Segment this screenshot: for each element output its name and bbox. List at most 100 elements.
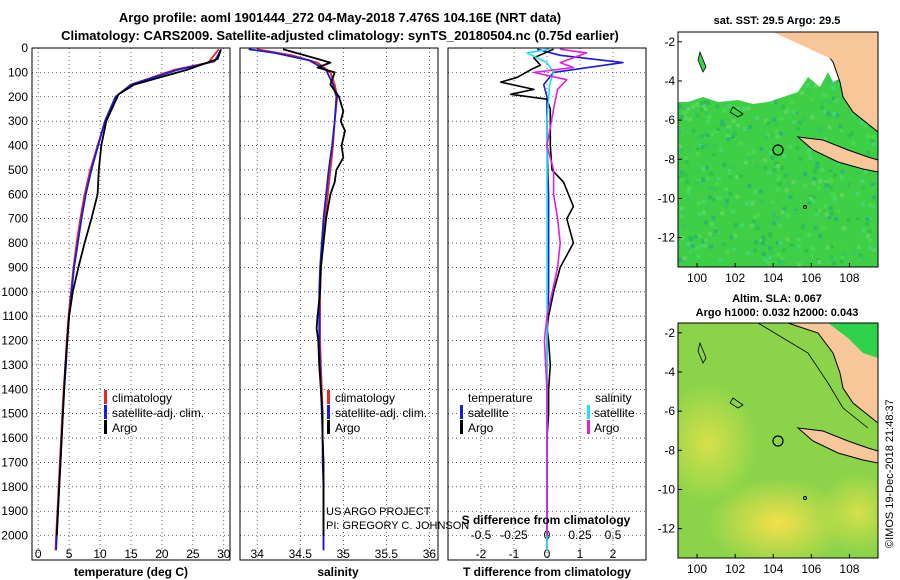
temperature-series [54, 48, 223, 551]
sst-pixel [769, 251, 774, 256]
sst-pixel [818, 178, 823, 183]
sla-contour [678, 323, 869, 429]
sst-pixel [700, 145, 705, 150]
sst-pixel [754, 240, 759, 245]
legend-swatch-s-argo [587, 420, 590, 434]
sst-pixel [797, 120, 802, 125]
sst-pixel [830, 256, 835, 261]
sst-pixel [832, 196, 837, 201]
sst-pixel [785, 237, 790, 242]
sst-pixel [855, 170, 860, 175]
sst-pixel [768, 232, 773, 236]
sst-pixel [733, 223, 738, 228]
sst-pixel [796, 237, 801, 242]
map-lat-tick: -8 [664, 443, 675, 457]
legend-title-salinity: salinity [595, 391, 632, 405]
t-difference-xlabel: T difference from climatology [463, 565, 631, 579]
sst-pixel [701, 177, 706, 182]
sst-pixel [810, 115, 815, 120]
sst-pixel [747, 184, 752, 188]
sst-pixel [702, 243, 707, 248]
sst-pixel [773, 99, 778, 104]
sst-pixel [733, 206, 738, 211]
map-lat-tick: -10 [658, 191, 676, 205]
sst-pixel [789, 243, 794, 248]
sst-pixel [848, 233, 853, 238]
map-lat-tick: -4 [664, 365, 675, 379]
sst-pixel [684, 160, 689, 164]
sst-pixel [801, 117, 806, 122]
island-siberut [697, 341, 707, 364]
sst-pixel [728, 175, 733, 180]
island-enggano [729, 397, 744, 409]
x-tick-label: 5 [66, 547, 73, 561]
map-lon-tick: 108 [839, 562, 859, 576]
sst-pixel [751, 150, 756, 154]
sst-pixel [696, 254, 701, 259]
sla-map-ticks: 100 102 104 106 108 -2 -4 -6 -8 -10 -12 [658, 326, 860, 576]
sst-pixel [825, 245, 830, 250]
sst-pixel [871, 142, 876, 147]
s-tick-label: 0.25 [568, 528, 592, 542]
sst-pixel [872, 248, 877, 253]
sst-pixel [815, 161, 820, 166]
sst-pixel [797, 262, 802, 267]
sst-pixel [715, 196, 720, 200]
sst-pixel [871, 134, 876, 139]
sst-pixel [855, 191, 860, 196]
depth-tick-label: 400 [8, 139, 28, 153]
depth-tick-label: 900 [8, 260, 28, 274]
sst-pixel [865, 217, 870, 222]
sst-pixel [738, 141, 743, 146]
sst-pixel [678, 258, 683, 262]
depth-tick-label: 1200 [1, 334, 28, 348]
sst-pixel [764, 154, 769, 159]
sst-pixel [680, 214, 685, 219]
depth-tick-label: 1300 [1, 358, 28, 372]
sst-pixel [850, 131, 855, 136]
sst-pixel [680, 236, 685, 240]
sst-pixel [715, 127, 720, 132]
sst-pixel [816, 135, 821, 140]
sst-pixel [833, 177, 838, 182]
sst-pixel [761, 251, 766, 256]
sst-pixel [843, 218, 848, 223]
sst-pixel [832, 261, 837, 265]
sst-pixel [683, 131, 688, 136]
sst-pixel [679, 178, 684, 183]
x-tick-label: 30 [217, 547, 231, 561]
sst-pixel [815, 164, 819, 169]
sst-pixel [791, 110, 796, 115]
sst-pixel [860, 120, 865, 125]
sst-pixel [785, 213, 790, 218]
series-climatology [54, 48, 220, 551]
legend-swatch-climatology [104, 390, 107, 404]
sst-pixel [827, 215, 832, 220]
sst-map-frame [677, 31, 879, 268]
map-lat-tick: -12 [658, 522, 676, 536]
sst-pixel [716, 176, 721, 181]
sst-pixel [778, 131, 783, 136]
sst-pixel [822, 110, 827, 114]
sst-pixel [825, 224, 829, 229]
x-tick-label: 35 [337, 547, 351, 561]
sst-pixel [833, 173, 837, 178]
map-lat-tick: -8 [664, 152, 675, 166]
sst-pixel [839, 120, 844, 125]
depth-tick-label: 1800 [1, 480, 28, 494]
sst-pixel [823, 93, 828, 98]
temperature-panel: 0100200300400500600700800900100011001200… [1, 41, 231, 579]
x-tick-label: 35.5 [375, 547, 399, 561]
sst-pixel [755, 234, 760, 238]
float-position-marker [772, 435, 784, 447]
legend-label-t-satellite: satellite [468, 406, 509, 420]
sst-pixel [693, 235, 698, 239]
sst-pixel [734, 229, 739, 234]
sst-pixel [855, 217, 860, 221]
sst-pixel [768, 151, 773, 156]
sst-pixel [733, 233, 738, 238]
sst-pixel [686, 242, 691, 246]
sst-pixel [784, 148, 789, 153]
sst-pixel [824, 183, 829, 188]
sst-pixel [775, 187, 780, 192]
